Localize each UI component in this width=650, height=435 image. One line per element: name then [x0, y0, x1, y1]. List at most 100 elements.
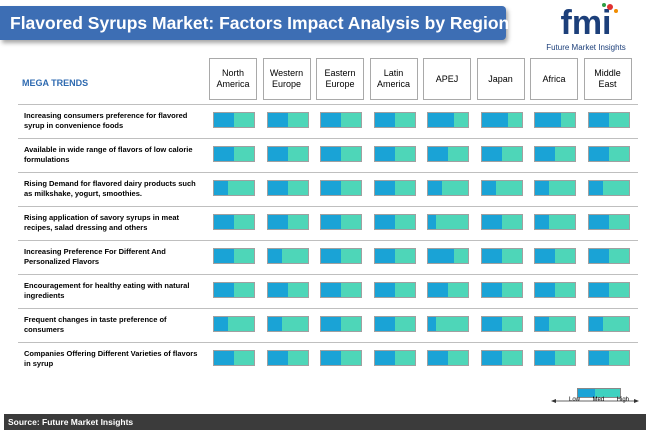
impact-fill: [588, 249, 609, 263]
impact-cell: [534, 112, 576, 128]
region-label: Western Europe: [269, 68, 304, 89]
impact-fill: [267, 249, 282, 263]
impact-cell: [534, 180, 576, 196]
fmi-logo-letters: fmi: [561, 4, 612, 42]
region-header: Western Europe: [262, 58, 311, 100]
impact-fill: [374, 181, 395, 195]
impact-cell: [213, 180, 255, 196]
impact-fill: [535, 351, 555, 365]
impact-fill: [588, 351, 609, 365]
impact-fill: [214, 249, 234, 263]
region-label: Africa: [542, 73, 566, 84]
impact-fill: [588, 317, 603, 331]
row-divider: [18, 342, 638, 343]
impact-fill: [535, 147, 555, 161]
impact-fill: [481, 351, 502, 365]
impact-fill: [374, 317, 395, 331]
impact-cell: [427, 316, 469, 332]
impact-fill: [321, 147, 341, 161]
impact-cell: [480, 180, 523, 196]
impact-cell: [534, 248, 576, 264]
impact-cell: [213, 350, 255, 366]
impact-fill: [214, 215, 234, 229]
page-title: Flavored Syrups Market: Factors Impact A…: [10, 13, 510, 33]
impact-fill: [588, 113, 609, 127]
region-label: Eastern Europe: [324, 68, 356, 89]
impact-cell: [480, 112, 523, 128]
impact-fill: [535, 317, 549, 331]
fmi-logo-mark: fmi: [561, 3, 618, 42]
impact-fill: [588, 283, 609, 297]
impact-cell: [534, 350, 576, 366]
impact-fill: [374, 351, 395, 365]
region-header: Middle East: [583, 58, 632, 100]
impact-cell: [480, 214, 523, 230]
region-label: Latin America: [376, 68, 410, 89]
impact-cell: [427, 180, 469, 196]
impact-fill: [374, 249, 395, 263]
region-label: APEJ: [435, 73, 459, 84]
impact-cell: [373, 248, 416, 264]
impact-fill: [481, 113, 508, 127]
region-header: Latin America: [369, 58, 418, 100]
impact-cell: [480, 316, 523, 332]
impact-fill: [321, 215, 341, 229]
impact-fill: [374, 215, 395, 229]
impact-cell: [534, 316, 576, 332]
impact-fill: [321, 181, 341, 195]
region-header: Eastern Europe: [316, 58, 364, 100]
impact-cell: [373, 180, 416, 196]
impact-cell: [427, 214, 469, 230]
impact-cell: [587, 282, 630, 298]
trend-label: Frequent changes in taste preference of …: [24, 315, 167, 334]
region-header: Japan: [476, 58, 525, 100]
legend-labels: Low Med High: [569, 397, 629, 403]
impact-fill: [481, 283, 502, 297]
impact-fill: [374, 147, 395, 161]
impact-cell: [266, 282, 309, 298]
impact-fill: [481, 249, 502, 263]
row-divider: [18, 240, 638, 241]
impact-cell: [480, 248, 523, 264]
impact-fill: [428, 147, 448, 161]
legend-high: High: [616, 397, 629, 403]
trend-label: Companies Offering Different Varieties o…: [24, 349, 198, 368]
impact-cell: [587, 146, 630, 162]
trend-label: Rising application of savory syrups in m…: [24, 213, 180, 232]
legend-low: Low: [569, 397, 581, 403]
impact-fill: [214, 351, 234, 365]
impact-fill: [588, 215, 609, 229]
impact-cell: [587, 180, 630, 196]
region-header: North America: [209, 58, 257, 100]
impact-cell: [320, 350, 362, 366]
row-divider: [18, 104, 638, 105]
impact-cell: [320, 316, 362, 332]
impact-fill: [428, 181, 442, 195]
impact-cell: [427, 112, 469, 128]
impact-cell: [266, 180, 309, 196]
impact-cell: [213, 282, 255, 298]
impact-cell: [373, 146, 416, 162]
impact-cell: [534, 282, 576, 298]
impact-cell: [373, 112, 416, 128]
title-banner: Flavored Syrups Market: Factors Impact A…: [0, 6, 510, 40]
impact-fill: [214, 317, 228, 331]
impact-cell: [373, 282, 416, 298]
row-divider: [18, 308, 638, 309]
impact-fill: [535, 215, 549, 229]
region-label: North America: [216, 68, 250, 89]
region-header: Africa: [530, 58, 578, 100]
trend-label: Rising Demand for flavored dairy product…: [24, 179, 196, 198]
trend-label: Increasing consumers preference for flav…: [24, 111, 188, 130]
impact-cell: [213, 214, 255, 230]
impact-cell: [320, 146, 362, 162]
impact-fill: [588, 147, 609, 161]
impact-fill: [535, 181, 549, 195]
trend-label: Encouragement for healthy eating with na…: [24, 281, 190, 300]
row-divider: [18, 138, 638, 139]
impact-cell: [320, 214, 362, 230]
impact-fill: [428, 215, 436, 229]
impact-fill: [481, 215, 502, 229]
region-label: Japan: [488, 73, 513, 84]
footer-bar: Source: Future Market Insights: [4, 414, 646, 430]
